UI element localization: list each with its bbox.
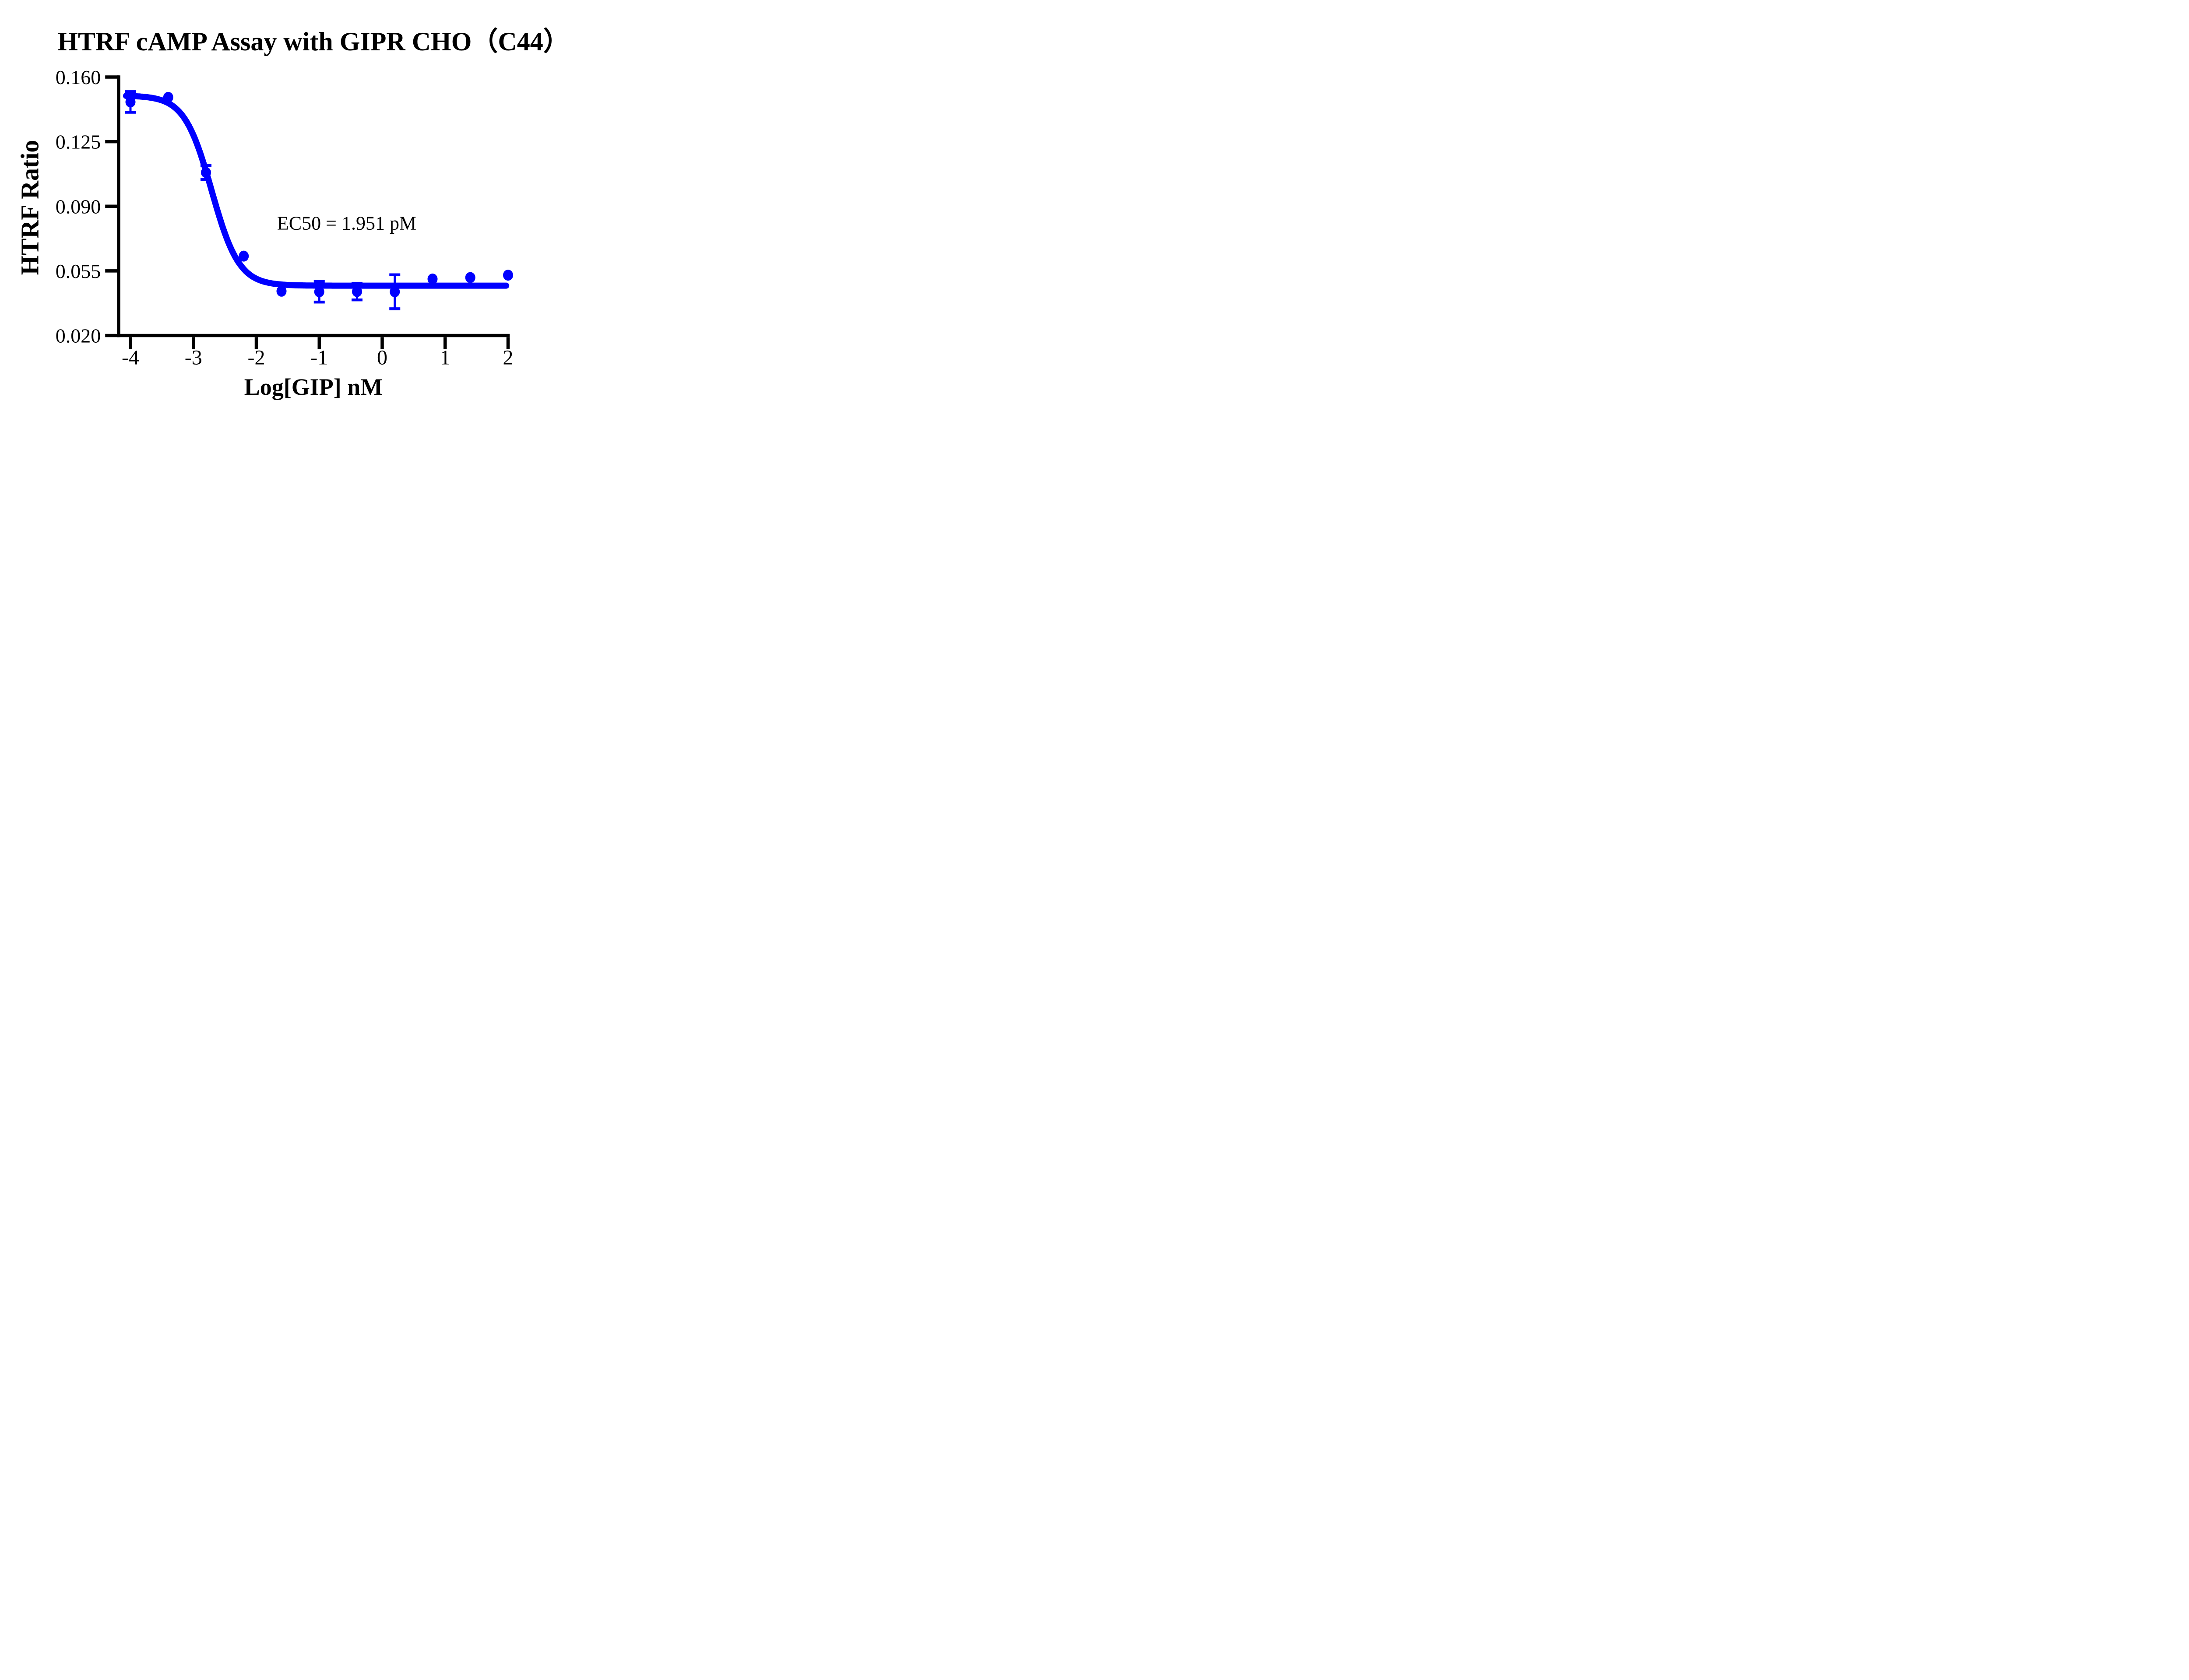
y-tick-label: 0.055 [56,260,101,282]
x-tick-label: 0 [377,346,387,369]
data-points [125,91,513,298]
y-tick-label: 0.125 [56,131,101,153]
x-tick-label: 1 [440,346,450,369]
x-tick-label: -2 [248,346,265,369]
chart-title: HTRF cAMP Assay with GIPR CHO（C44） [57,27,568,56]
data-point [314,286,324,298]
plot-area: 0.160 0.125 0.090 0.055 0.020 -4 -3 -2 -1 0 1 2 [56,66,514,369]
data-point [390,286,400,298]
data-point [163,91,173,103]
data-point [276,285,287,297]
data-point [427,273,438,285]
data-point [201,167,211,178]
x-tick-label: -3 [185,346,202,369]
data-point [239,250,249,262]
error-bars [125,90,401,310]
y-tick-label: 0.020 [56,325,101,347]
axes [117,75,510,337]
x-tick-label: 2 [503,346,514,369]
fit-curve [123,93,510,289]
data-point [352,286,362,297]
x-axis-label: Log[GIP] nM [244,374,383,400]
data-point [503,270,513,281]
y-tick-label: 0.090 [56,195,101,218]
data-point [125,96,136,108]
x-tick-label: -4 [122,346,139,369]
data-point [465,272,475,283]
x-axis-ticks: -4 -3 -2 -1 0 1 2 [122,337,514,369]
ec50-annotation: EC50 = 1.951 pM [277,212,417,234]
y-tick-label: 0.160 [56,66,101,88]
y-axis-ticks: 0.160 0.125 0.090 0.055 0.020 [56,66,119,347]
y-axis-label: HTRF Ratio [15,140,44,275]
dose-response-figure: 0.160 0.125 0.090 0.055 0.020 -4 -3 -2 -1 0 1 2 HTR… [0,0,568,420]
x-tick-label: -1 [310,346,328,369]
